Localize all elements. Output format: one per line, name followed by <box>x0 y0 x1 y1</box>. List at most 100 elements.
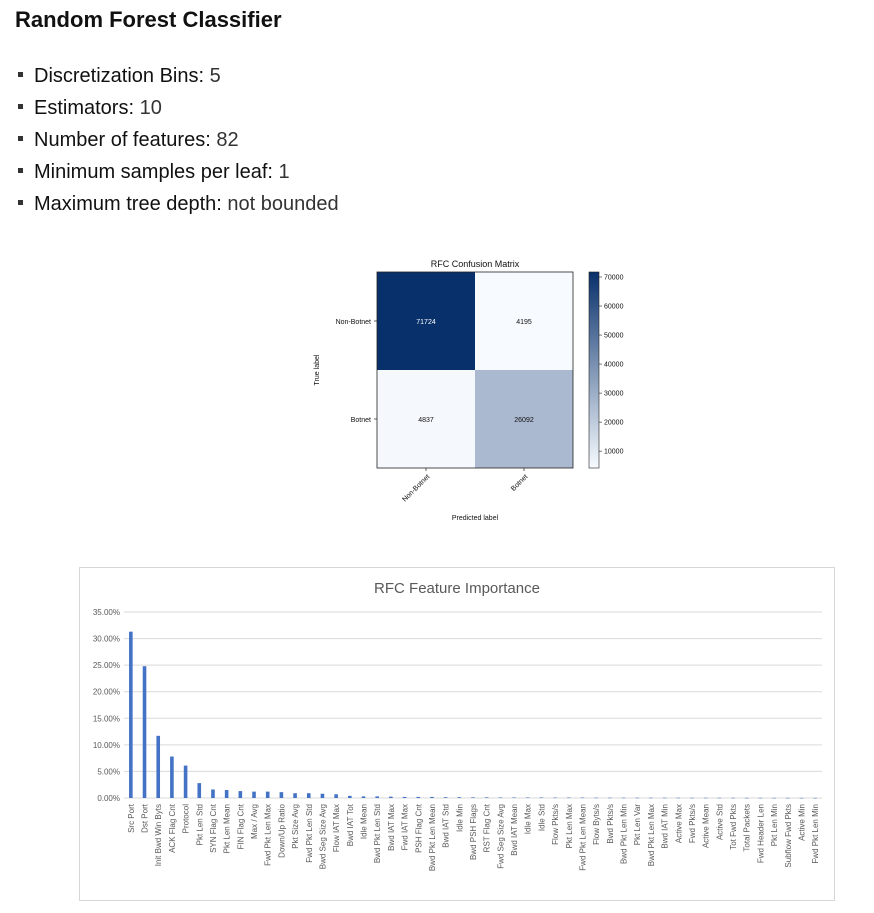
x-tick-label: Pkt Len Std <box>195 804 204 845</box>
x-tick-label: Active Max <box>674 804 683 843</box>
heatmap-cell <box>475 272 573 370</box>
y-tick-label: 10.00% <box>93 741 120 750</box>
y-tick-label: Botnet <box>351 417 371 424</box>
bar <box>799 797 804 799</box>
x-tick-label: FIN Flag Cnt <box>236 803 245 849</box>
y-tick-label: 15.00% <box>93 714 120 723</box>
parameter-item: Number of features: 82 <box>18 124 339 156</box>
x-tick-label: Fwd Pkt Len Max <box>264 804 273 866</box>
bar <box>224 790 229 798</box>
bar <box>539 797 544 798</box>
y-tick-label: 35.00% <box>93 608 120 617</box>
cell-value-label: 4837 <box>418 417 434 424</box>
bar <box>649 797 653 799</box>
bar <box>252 791 256 798</box>
bar <box>580 797 585 799</box>
x-tick-label: Active Min <box>797 804 806 841</box>
parameter-item: Discretization Bins: 5 <box>18 60 339 92</box>
x-tick-label: Pkt Len Mean <box>223 804 232 853</box>
x-tick-label: Down/Up Ratio <box>277 803 286 857</box>
bullet-icon <box>18 168 23 174</box>
x-tick-label: Bwd IAT Std <box>442 804 451 848</box>
x-tick-label: Flow IAT Max <box>332 804 341 852</box>
parameter-separator: : <box>128 97 140 119</box>
y-axis-label: True label <box>314 354 321 385</box>
x-axis-label: Predicted label <box>452 515 499 522</box>
bar <box>129 631 133 798</box>
x-tick-label: Fwd Pkt Len Min <box>811 804 820 864</box>
parameter-key: Estimators <box>34 97 129 119</box>
x-tick-label: Bwd Pkts/s <box>606 804 615 844</box>
x-tick-label: Protocol <box>182 804 191 834</box>
parameter-separator: : <box>198 65 210 87</box>
x-tick-label: Init Bwd Win Byts <box>154 804 163 866</box>
bar <box>676 797 681 799</box>
x-tick-label: Idle Max <box>524 804 533 834</box>
x-tick-label: Pkt Len Var <box>633 804 642 846</box>
bullet-icon <box>18 104 23 110</box>
bar <box>265 791 270 798</box>
bar <box>402 796 407 798</box>
colorbar-tick-label: 70000 <box>604 275 624 282</box>
bullet-icon <box>18 72 23 78</box>
x-tick-label: Bwd IAT Max <box>387 804 396 851</box>
bar <box>348 795 352 798</box>
feature-importance-chart: RFC Feature Importance 0.00% 5.00% 10.00% 15… <box>93 580 822 871</box>
colorbar-tick-label: 20000 <box>604 420 624 427</box>
x-tick-label: Dst Port <box>141 803 150 833</box>
bar <box>758 797 763 799</box>
heatmap-cell <box>377 370 475 468</box>
x-tick-label: Idle Min <box>455 804 464 832</box>
x-tick-label: Bwd Seg Size Avg <box>318 804 327 869</box>
x-tick-label: Total Packets <box>743 804 752 852</box>
colorbar <box>588 271 600 469</box>
bar <box>142 666 147 798</box>
bar <box>594 797 598 799</box>
bar <box>512 797 516 798</box>
parameter-value: 1 <box>278 161 290 183</box>
x-tick-label: Bwd PSH Flags <box>469 804 478 860</box>
parameter-key: Maximum tree depth <box>34 193 217 215</box>
x-tick-label: Flow Pkts/s <box>551 804 560 845</box>
x-tick-label: Pkt Len Max <box>565 804 574 848</box>
cell-value-label: 71724 <box>416 319 436 326</box>
x-tick-label: Bwd IAT Tot <box>346 803 355 846</box>
page-title: Random Forest Classifier <box>15 7 282 32</box>
bar <box>170 756 174 798</box>
cell-value-label: 4195 <box>516 319 532 326</box>
x-tick-label: Active Std <box>715 804 724 840</box>
bar <box>375 796 379 798</box>
parameter-value: 5 <box>209 65 221 87</box>
bar <box>553 797 557 799</box>
parameter-value: not bounded <box>227 193 339 215</box>
colorbar-tick-label: 60000 <box>604 304 624 311</box>
plot-frame <box>376 271 574 469</box>
bar <box>690 797 694 799</box>
x-tick-label: Pkt Len Min <box>770 804 779 846</box>
parameter-item: Minimum samples per leaf: 1 <box>18 156 339 188</box>
x-tick-label: Botnet <box>510 473 529 492</box>
bar <box>635 797 640 799</box>
bullet-icon <box>18 136 23 142</box>
heatmap-cell <box>475 370 573 468</box>
x-tick-label: Bwd IAT Min <box>661 804 670 849</box>
x-tick-label: ACK Flag Cnt <box>168 803 177 853</box>
y-tick-label: 20.00% <box>93 688 120 697</box>
confusion-matrix-chart: RFC Confusion Matrix 71724 4195 4837 26092 No… <box>314 259 624 522</box>
x-tick-label: Idle Mean <box>360 804 369 839</box>
x-tick-label: Fwd Pkts/s <box>688 804 697 843</box>
parameter-key: Number of features <box>34 129 206 151</box>
parameter-value: 10 <box>139 97 162 119</box>
x-tick-label: Fwd Header Len <box>756 804 765 863</box>
bar <box>183 765 188 798</box>
bar <box>621 797 626 799</box>
heatmap-cell <box>377 272 475 370</box>
bar <box>772 797 776 799</box>
bar <box>430 796 434 798</box>
bar <box>457 797 462 798</box>
bar <box>320 793 325 798</box>
x-tick-label: Idle Std <box>537 804 546 831</box>
bar <box>279 792 284 798</box>
bar <box>361 796 366 798</box>
bar <box>731 797 735 799</box>
